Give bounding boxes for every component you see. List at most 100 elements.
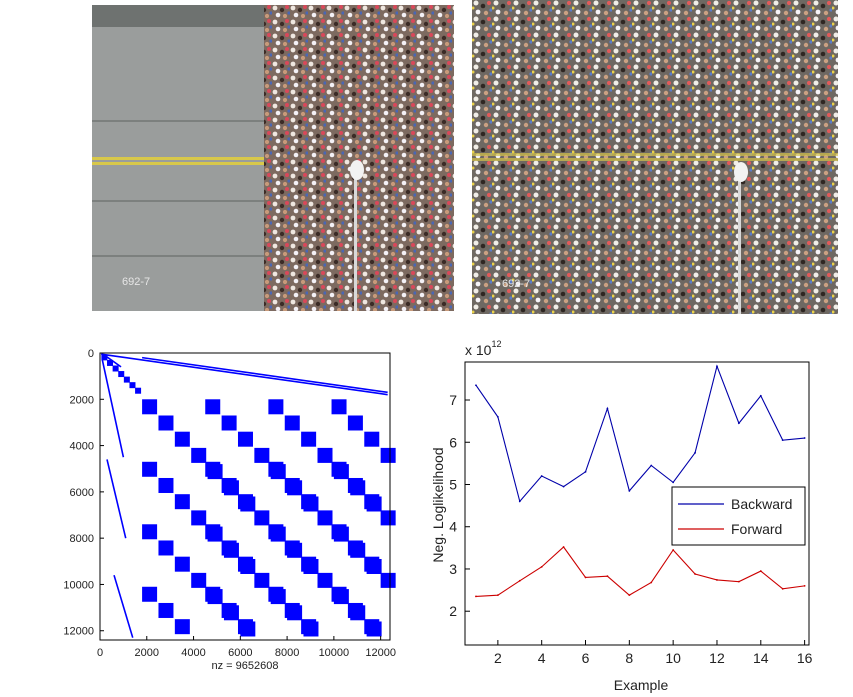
sparsity-x-tick-label: 10000: [319, 647, 350, 659]
sparsity-y-tick-label: 12000: [63, 626, 94, 638]
data-point-forward: [781, 587, 784, 590]
chart-x-tick-label: 14: [753, 650, 769, 666]
sparsity-block: [366, 496, 382, 512]
sparsity-block: [303, 558, 319, 574]
sparsity-block: [284, 415, 300, 431]
chart-x-tick-label: 16: [797, 650, 813, 666]
sparsity-block: [240, 558, 256, 574]
sparsity-block: [333, 464, 349, 480]
sparsity-block: [205, 461, 221, 477]
sparsity-y-tick-label: 2000: [70, 394, 94, 406]
chart-series: [475, 364, 806, 598]
sparsity-block: [240, 496, 256, 512]
sparsity-block: [350, 605, 366, 621]
chart-x-tick-label: 6: [582, 650, 590, 666]
data-point-backward: [562, 485, 565, 488]
sparsity-block: [207, 526, 223, 542]
photo-crowd-right-image: [472, 0, 838, 314]
sparsity-block: [107, 359, 114, 366]
legend-label-backward: Backward: [731, 496, 792, 512]
sparsity-block: [347, 477, 363, 493]
data-point-backward: [716, 365, 718, 368]
sparsity-block: [331, 524, 347, 540]
sparsity-block: [118, 371, 125, 378]
chart-x-tick-label: 4: [538, 650, 546, 666]
data-point-forward: [606, 575, 609, 578]
series-line-forward: [475, 546, 805, 597]
sparsity-block: [270, 464, 286, 480]
data-point-backward: [650, 464, 653, 467]
sparsity-block: [142, 399, 158, 415]
data-point-forward: [540, 565, 543, 568]
sparsity-block: [223, 542, 239, 558]
sparsity-y-tick-label: 6000: [70, 487, 94, 499]
sparsity-x-tick-label: 6000: [228, 647, 252, 659]
photo-caption-right: 692-7: [502, 278, 531, 290]
chart-y-tick-label: 2: [449, 603, 457, 619]
sparsity-block: [174, 556, 190, 572]
chart-y-tick-label: 7: [449, 392, 457, 408]
sparsity-block: [174, 619, 190, 635]
data-point-forward: [518, 579, 521, 582]
sparsity-block: [158, 477, 174, 493]
sparsity-block: [347, 540, 363, 556]
sparsity-block: [317, 572, 333, 588]
data-point-backward: [759, 394, 762, 397]
data-point-forward: [475, 595, 477, 598]
chart-x-tick-label: 2: [494, 650, 502, 666]
sparsity-diagonal: [104, 354, 122, 368]
sparsity-block: [221, 540, 237, 556]
chart-axis-ticks: 2 4 6 8 10 12 14 16 2 3 4 5 6 7: [449, 392, 812, 666]
legend-label-forward: Forward: [731, 521, 782, 537]
sparsity-block: [237, 431, 253, 447]
sparsity-x-tick-label: 0: [97, 647, 103, 659]
sparsity-y-tick-label: 8000: [70, 533, 94, 545]
sparsity-block: [268, 461, 284, 477]
chart-legend: Backward Forward: [671, 486, 806, 546]
legend-box: [671, 486, 806, 546]
sparsity-block: [221, 415, 237, 431]
data-point-forward: [694, 573, 696, 575]
chart-x-axis-label: Example: [614, 677, 669, 693]
sparsity-frame: [99, 352, 391, 641]
data-point-backward: [737, 422, 740, 425]
data-point-forward: [672, 549, 675, 551]
series-line-backward: [475, 364, 805, 503]
sparsity-block: [254, 510, 270, 526]
sparsity-block: [301, 431, 317, 447]
sparsity-block: [366, 621, 382, 637]
sparsity-block: [331, 399, 347, 415]
sparsity-block: [205, 524, 221, 540]
data-point-backward: [540, 475, 543, 477]
sparsity-block: [129, 382, 136, 389]
data-point-forward: [584, 576, 587, 579]
photo-crowd-right: 692-7: [472, 0, 838, 314]
sparsity-block: [158, 415, 174, 431]
sparsity-block: [123, 376, 130, 383]
sparsity-block: [268, 524, 284, 540]
sparsity-block: [284, 602, 300, 618]
sparsity-block: [254, 447, 270, 463]
sparsity-block: [331, 461, 347, 477]
sparsity-pattern: [101, 353, 396, 638]
sparsity-x-tick-label: 2000: [135, 647, 159, 659]
chart-y-axis-label: Neg. Loglikelihood: [430, 447, 446, 562]
sparsity-block: [191, 510, 207, 526]
sparsity-nz-label: nz = 9652608: [212, 660, 279, 672]
sparsity-block: [366, 558, 382, 574]
sparsity-block: [347, 602, 363, 618]
sparsity-block: [287, 605, 303, 621]
sparsity-diagonal: [101, 359, 125, 458]
sparsity-block: [380, 510, 396, 526]
sparsity-block: [380, 447, 396, 463]
sparsity-block: [112, 365, 119, 372]
sparsity-block: [237, 494, 253, 510]
data-point-forward: [803, 584, 806, 587]
data-point-backward: [628, 489, 631, 492]
sparsity-diagonal: [141, 356, 388, 394]
sparsity-block: [331, 586, 347, 602]
sparsity-block: [158, 540, 174, 556]
data-point-backward: [518, 500, 521, 503]
sparsity-diagonal: [101, 353, 388, 396]
chart-x-tick-label: 12: [709, 650, 725, 666]
